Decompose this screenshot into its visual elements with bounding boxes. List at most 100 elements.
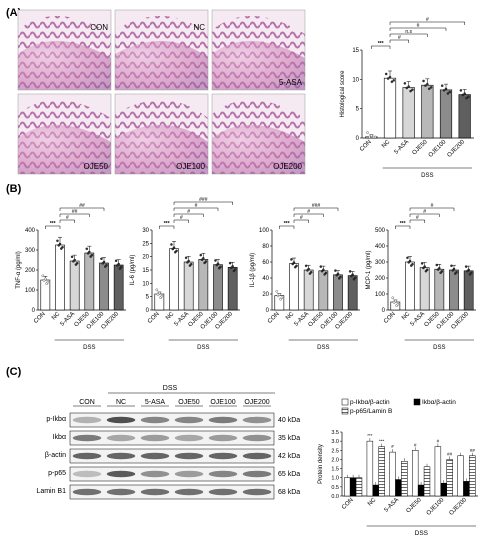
data-point [105,263,108,267]
bar-5-asa [401,461,408,497]
blot-strip [69,448,275,464]
lane-label: OJE100 [210,399,235,406]
bar-oje200 [463,481,470,497]
data-point [368,135,371,139]
legend-swatch [341,398,349,406]
bar-oje200 [463,270,474,311]
data-point [231,265,234,268]
band-name: Ikbα [53,434,66,441]
blot-band [208,434,238,442]
data-point [384,72,388,76]
y-tick-label: 10 [352,77,359,83]
y-tick-label: 0 [356,136,360,142]
y-tick-label: 25 [142,241,149,247]
data-point [100,257,103,261]
x-tick-label: NC [367,497,378,508]
data-point [396,302,400,306]
bar-oje200 [458,94,471,139]
blot-band [72,470,102,478]
data-point [373,135,377,139]
data-point [339,275,342,279]
data-point [351,273,354,276]
data-point [155,288,159,292]
data-point [41,274,45,278]
bar-oje50 [434,268,445,311]
legend-label: p-p65/Lamin B [350,408,392,415]
data-point [204,260,208,263]
blot-band [72,488,102,496]
data-point [440,270,444,273]
dss-label: DSS [197,345,209,351]
band-kda: 42 kDa [278,453,300,460]
bar-con [344,477,351,497]
data-point [233,268,237,271]
y-tick-label: 3.0 [331,439,339,445]
data-point [216,262,220,265]
bar-con [40,279,51,311]
submucosa-tissue [115,40,208,90]
bar-oje200 [347,275,358,311]
micrograph-frame [114,93,209,175]
sig-bracket [173,213,204,217]
data-point [61,245,64,249]
x-tick-label: OJE200 [447,139,467,159]
data-point [56,239,59,243]
y-tick-label: 400 [375,244,386,250]
dss-label: DSS [317,345,329,351]
micrograph-nc: NC [114,9,209,91]
data-point [442,89,446,92]
sig-label: ### [312,203,321,209]
data-point [348,270,352,273]
y-tick-label: 1.0 [331,476,339,482]
data-point [184,256,188,260]
sig-label: *** [367,433,373,438]
data-point [411,88,414,91]
blot-band [140,488,170,496]
y-tick-label: 100 [375,292,386,298]
data-point [85,247,89,251]
bar-nc [378,446,385,497]
lane-label: CON [79,399,95,406]
sig-bracket [279,225,295,229]
sig-bracket [59,207,105,211]
data-point [290,258,293,261]
blot-band [208,470,238,478]
sig-label: ### [199,197,208,203]
data-point [448,90,452,94]
x-tick-label: CON [147,311,161,325]
data-point [426,82,429,86]
data-point [275,290,279,293]
bar-nc [169,248,179,311]
sig-bracket [293,207,339,211]
data-point [465,96,468,100]
x-tick-label: 5-ASA [394,139,411,156]
x-tick-label: CON [267,311,281,325]
data-point [420,262,424,265]
bar-5-asa [69,260,80,311]
data-point [446,92,450,95]
data-point [292,261,296,264]
blot-band [106,452,136,460]
sig-label: # [300,215,303,221]
y-tick-label: 500 [375,228,386,234]
legend: p-Ikbα/β-actin Ikbα/β-actin p-p65/Lamin B [341,398,456,415]
data-point [75,261,79,265]
sig-label: *** [379,439,385,444]
legend-label: p-Ikbα/β-actin [350,399,390,406]
data-point [392,79,396,82]
sig-label: # [417,23,420,29]
x-tick-label: OJE200 [449,497,469,517]
axes: 0 100 200 300 400 500 MCP-1 (pg/ml) [366,228,476,314]
sig-label: *** [164,221,170,227]
data-point [172,246,176,249]
micrograph-frame [211,9,306,91]
y-axis-label: Protein density [318,444,324,484]
micrograph-label: OJE100 [176,162,205,171]
blot-strip [69,412,275,428]
data-point [117,262,120,266]
data-point [423,265,426,268]
bar-oje50 [318,270,329,311]
bar-oje100 [449,269,459,311]
blot-band [174,488,204,496]
data-point [450,264,453,268]
